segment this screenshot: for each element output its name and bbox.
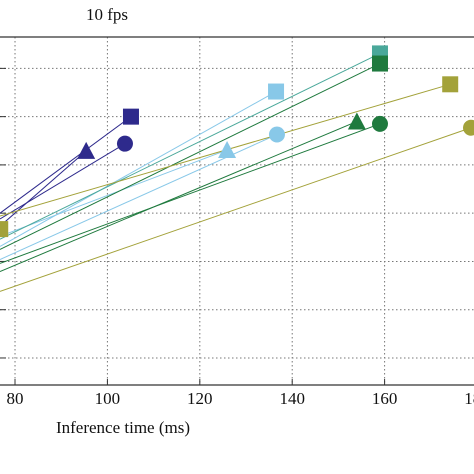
x-tick-label: 140 — [279, 389, 305, 408]
x-tick-label: 120 — [187, 389, 213, 408]
trend-line — [0, 52, 381, 240]
x-axis-label: Inference time (ms) — [56, 418, 190, 437]
marker-square — [442, 76, 459, 93]
marker-triangle — [218, 140, 237, 158]
marker-triangle — [347, 112, 366, 130]
trend-line — [0, 127, 472, 292]
x-tick-label: 80 — [7, 389, 24, 408]
x-tick-label: 100 — [95, 389, 121, 408]
trend-line — [0, 150, 87, 227]
trend-line — [0, 134, 278, 260]
trend-line — [0, 143, 126, 220]
marker-square — [122, 108, 139, 125]
marker-circle — [268, 126, 285, 143]
x-tick-label: 160 — [372, 389, 398, 408]
marker-square — [268, 83, 285, 100]
trend-line — [0, 123, 381, 264]
marker-circle — [371, 115, 388, 132]
x-tick-label: 180 — [464, 389, 474, 408]
marker-square — [0, 221, 9, 238]
trend-line — [0, 121, 358, 273]
trend-line — [0, 116, 132, 214]
marker-circle — [116, 135, 133, 152]
marker-triangle — [77, 141, 96, 159]
trend-line — [0, 149, 228, 237]
trend-line — [0, 91, 277, 247]
trend-line — [0, 63, 381, 250]
marker-circle — [462, 119, 474, 136]
annotation: 10 fps — [86, 5, 128, 24]
marker-square — [371, 55, 388, 72]
